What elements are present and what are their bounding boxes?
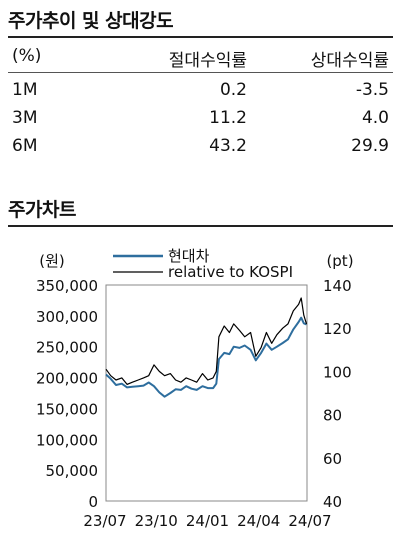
table-row: 1M 0.2 -3.5 (8, 80, 393, 108)
right-axis-tick-label: 80 (323, 407, 342, 425)
legend-label-hyundai: 현대차 (168, 247, 210, 265)
left-axis-tick-label: 150,000 (36, 400, 98, 418)
table-row: 3M 11.2 4.0 (8, 108, 393, 136)
relative-return-value: 4.0 (361, 108, 389, 128)
plot-frame (105, 284, 308, 502)
left-axis-tick-label: 250,000 (36, 339, 98, 357)
table-top-rule (8, 36, 393, 38)
period-label: 6M (12, 136, 38, 156)
relative-return-value: 29.9 (351, 136, 389, 156)
hyundai-price-line (105, 316, 307, 398)
right-axis-tick-label: 40 (323, 493, 342, 511)
left-axis-tick-label: 100,000 (36, 431, 98, 449)
absolute-return-value: 43.2 (209, 136, 247, 156)
right-axis-tick-label: 120 (323, 320, 352, 338)
stock-price-chart: 350,000 300,000 250,000 200,000 150,000 100,0… (36, 247, 354, 530)
x-axis-tick-label: 24/04 (237, 512, 280, 530)
x-axis-tick-label: 23/07 (83, 512, 126, 530)
left-axis-tick-label: 300,000 (36, 308, 98, 326)
right-axis-unit-label: (pt) (326, 252, 353, 270)
chart-top-rule (8, 225, 393, 227)
right-axis-tick-label: 140 (323, 277, 352, 295)
x-axis-tick-label: 24/07 (288, 512, 331, 530)
left-axis-unit-label: (원) (39, 252, 65, 270)
period-label: 1M (12, 80, 38, 100)
header-relative-return: 상대수익률 (310, 51, 389, 71)
absolute-return-value: 0.2 (219, 80, 247, 100)
left-axis-tick-label: 0 (88, 493, 98, 511)
left-axis-tick-label: 200,000 (36, 370, 98, 388)
left-axis-tick-label: 50,000 (46, 462, 99, 480)
right-axis-tick-label: 100 (323, 363, 352, 381)
x-axis-tick-label: 24/01 (186, 512, 229, 530)
relative-return-value: -3.5 (355, 80, 389, 100)
table-header-rule (8, 72, 393, 73)
right-axis-tick-label: 60 (323, 450, 342, 468)
legend-label-relative: relative to KOSPI (168, 263, 293, 281)
table-header-row: (%) 절대수익률 상대수익률 (8, 46, 393, 74)
x-axis-tick-label: 23/10 (135, 512, 178, 530)
left-axis-tick-label: 350,000 (36, 277, 98, 295)
performance-table-title: 주가추이 및 상대강도 (8, 10, 174, 32)
absolute-return-value: 11.2 (209, 108, 247, 128)
header-unit: (%) (12, 46, 42, 66)
header-absolute-return: 절대수익률 (168, 51, 247, 71)
period-label: 3M (12, 108, 38, 128)
chart-section-title: 주가차트 (8, 199, 76, 221)
table-row: 6M 43.2 29.9 (8, 136, 393, 164)
relative-to-kospi-line (105, 297, 308, 385)
